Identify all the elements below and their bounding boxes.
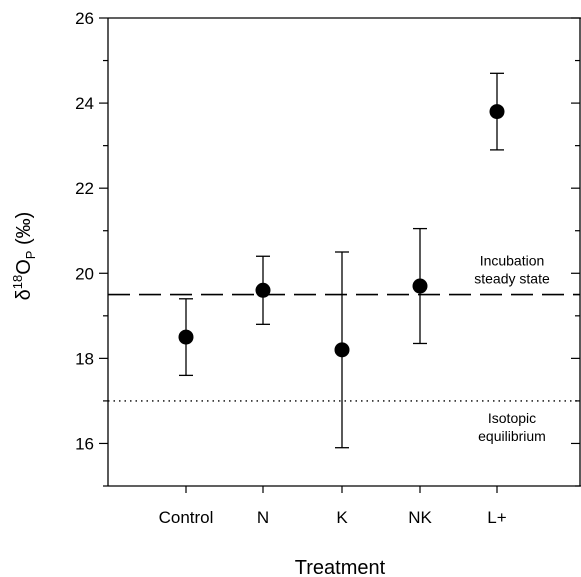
data-point <box>489 104 505 120</box>
x-tick-label: Control <box>159 508 214 527</box>
data-point <box>178 329 194 345</box>
y-tick-label: 18 <box>75 349 94 368</box>
y-axis-title: δ18OP (‰) <box>10 212 38 301</box>
y-tick-label: 22 <box>75 179 94 198</box>
x-tick-label: K <box>336 508 348 527</box>
data-point <box>412 278 428 294</box>
x-tick-label: L+ <box>487 508 506 527</box>
data-point <box>334 342 350 358</box>
y-tick-label: 24 <box>75 94 94 113</box>
data-point <box>255 282 271 298</box>
steady-state-label: steady state <box>474 271 550 287</box>
steady-state-label: Incubation <box>480 253 545 269</box>
y-tick-label: 16 <box>75 434 94 453</box>
y-tick-label: 26 <box>75 9 94 28</box>
data-markers <box>178 72 505 449</box>
labels: Incubation steady state Isotopic equilibriu… <box>474 253 550 444</box>
y-tick-label: 20 <box>75 264 94 283</box>
equilibrium-label: Isotopic <box>488 410 536 426</box>
equilibrium-label: equilibrium <box>478 428 546 444</box>
reference-lines <box>108 293 580 402</box>
x-tick-label: N <box>257 508 269 527</box>
x-axis-title: Treatment <box>295 557 386 577</box>
x-tick-label: NK <box>408 508 432 527</box>
